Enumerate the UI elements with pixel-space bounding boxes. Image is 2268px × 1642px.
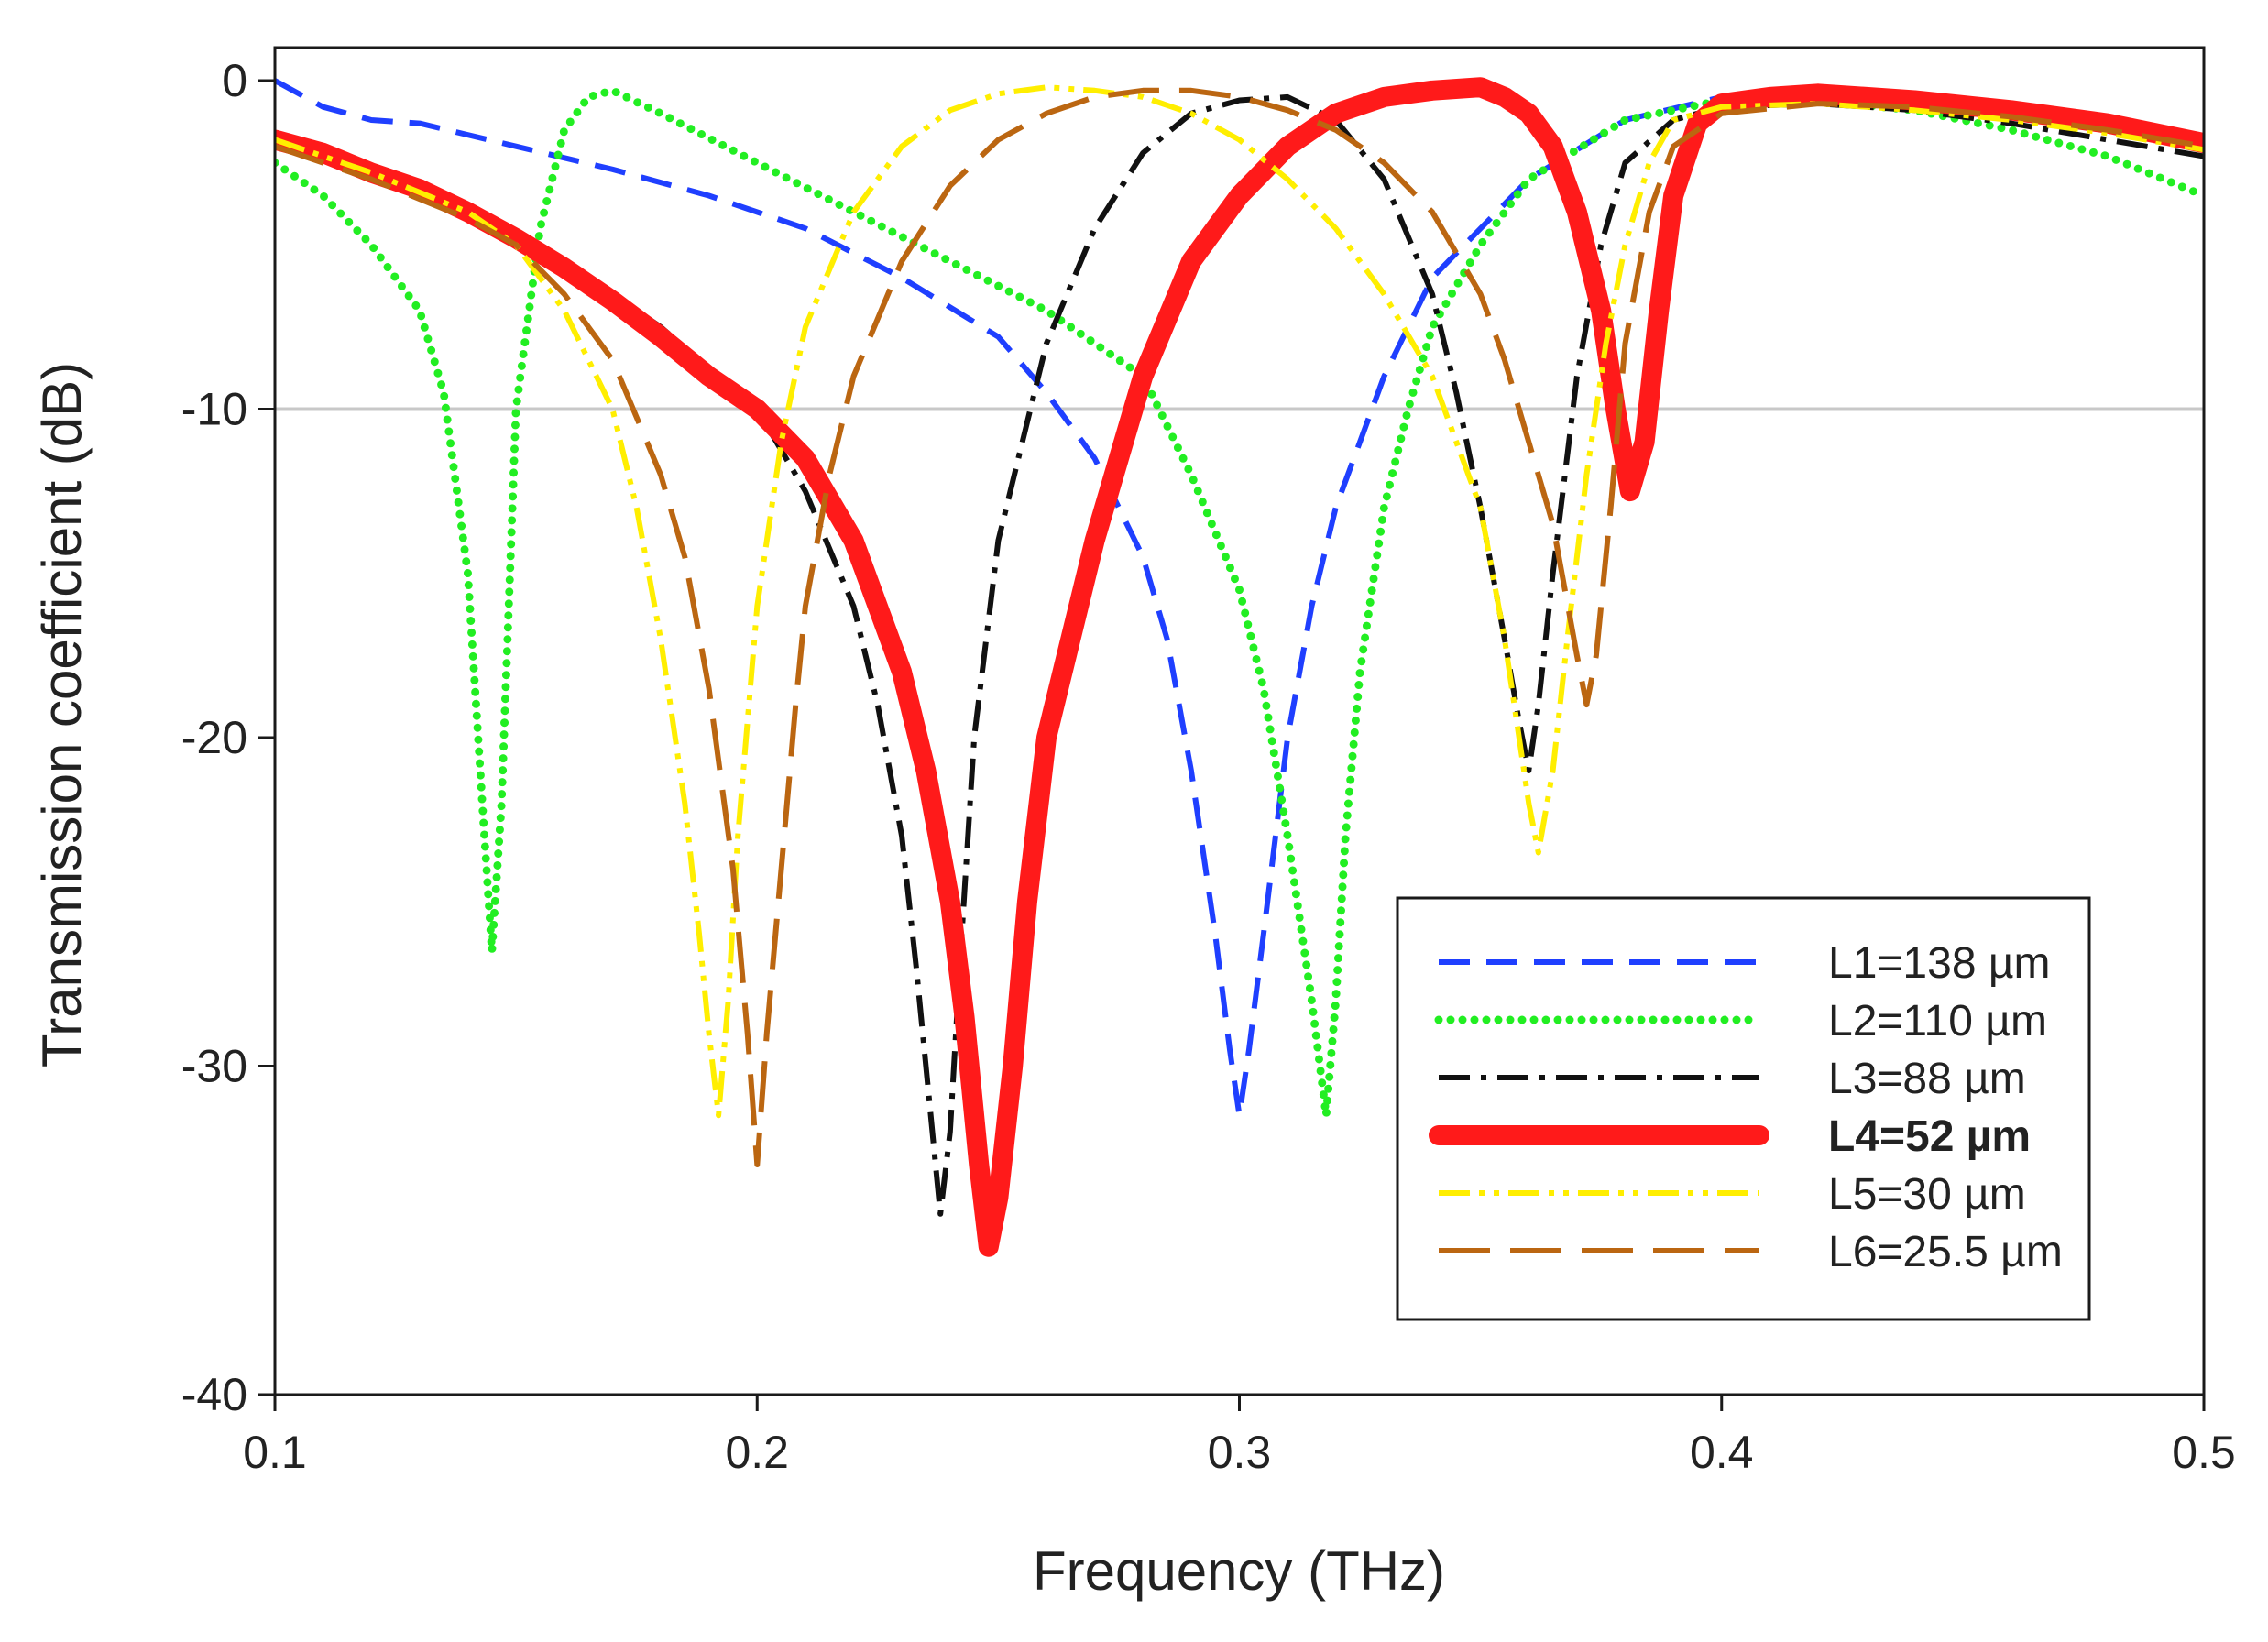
legend-label-5: L5=30 µm — [1828, 1170, 2026, 1219]
y-tick-label: -30 — [181, 1041, 247, 1092]
legend-label-3: L3=88 µm — [1828, 1055, 2026, 1103]
x-axis-title: Frequency (THz) — [1033, 1540, 1445, 1602]
y-tick-label: -20 — [181, 712, 247, 763]
x-tick-label: 0.5 — [2172, 1427, 2236, 1478]
x-tick-label: 0.1 — [243, 1427, 307, 1478]
series-line-1 — [275, 78, 2204, 1119]
series-line-4 — [275, 77, 2204, 1257]
legend: L1=138 µm L2=110 µm L3=88 µm L4=52 µm L5=30 … — [1396, 896, 2091, 1321]
legend-label-6: L6=25.5 µm — [1828, 1228, 2063, 1276]
x-tick-label: 0.3 — [1208, 1427, 1272, 1478]
y-tick-label: 0 — [222, 55, 247, 106]
x-tick-label: 0.4 — [1690, 1427, 1754, 1478]
y-axis-title: Transmission coefficient (dB) — [31, 362, 93, 1067]
series-line-6 — [275, 87, 2204, 1167]
series-line-5 — [275, 84, 2204, 1119]
legend-label-2: L2=110 µm — [1828, 997, 2047, 1045]
y-tick-label: -40 — [181, 1369, 247, 1420]
x-tick-label: 0.2 — [725, 1427, 789, 1478]
legend-label-4: L4=52 µm — [1828, 1112, 2031, 1161]
series-line-3 — [275, 93, 2204, 1217]
y-tick-label: -10 — [181, 384, 247, 435]
legend-label-1: L1=138 µm — [1828, 939, 2050, 988]
